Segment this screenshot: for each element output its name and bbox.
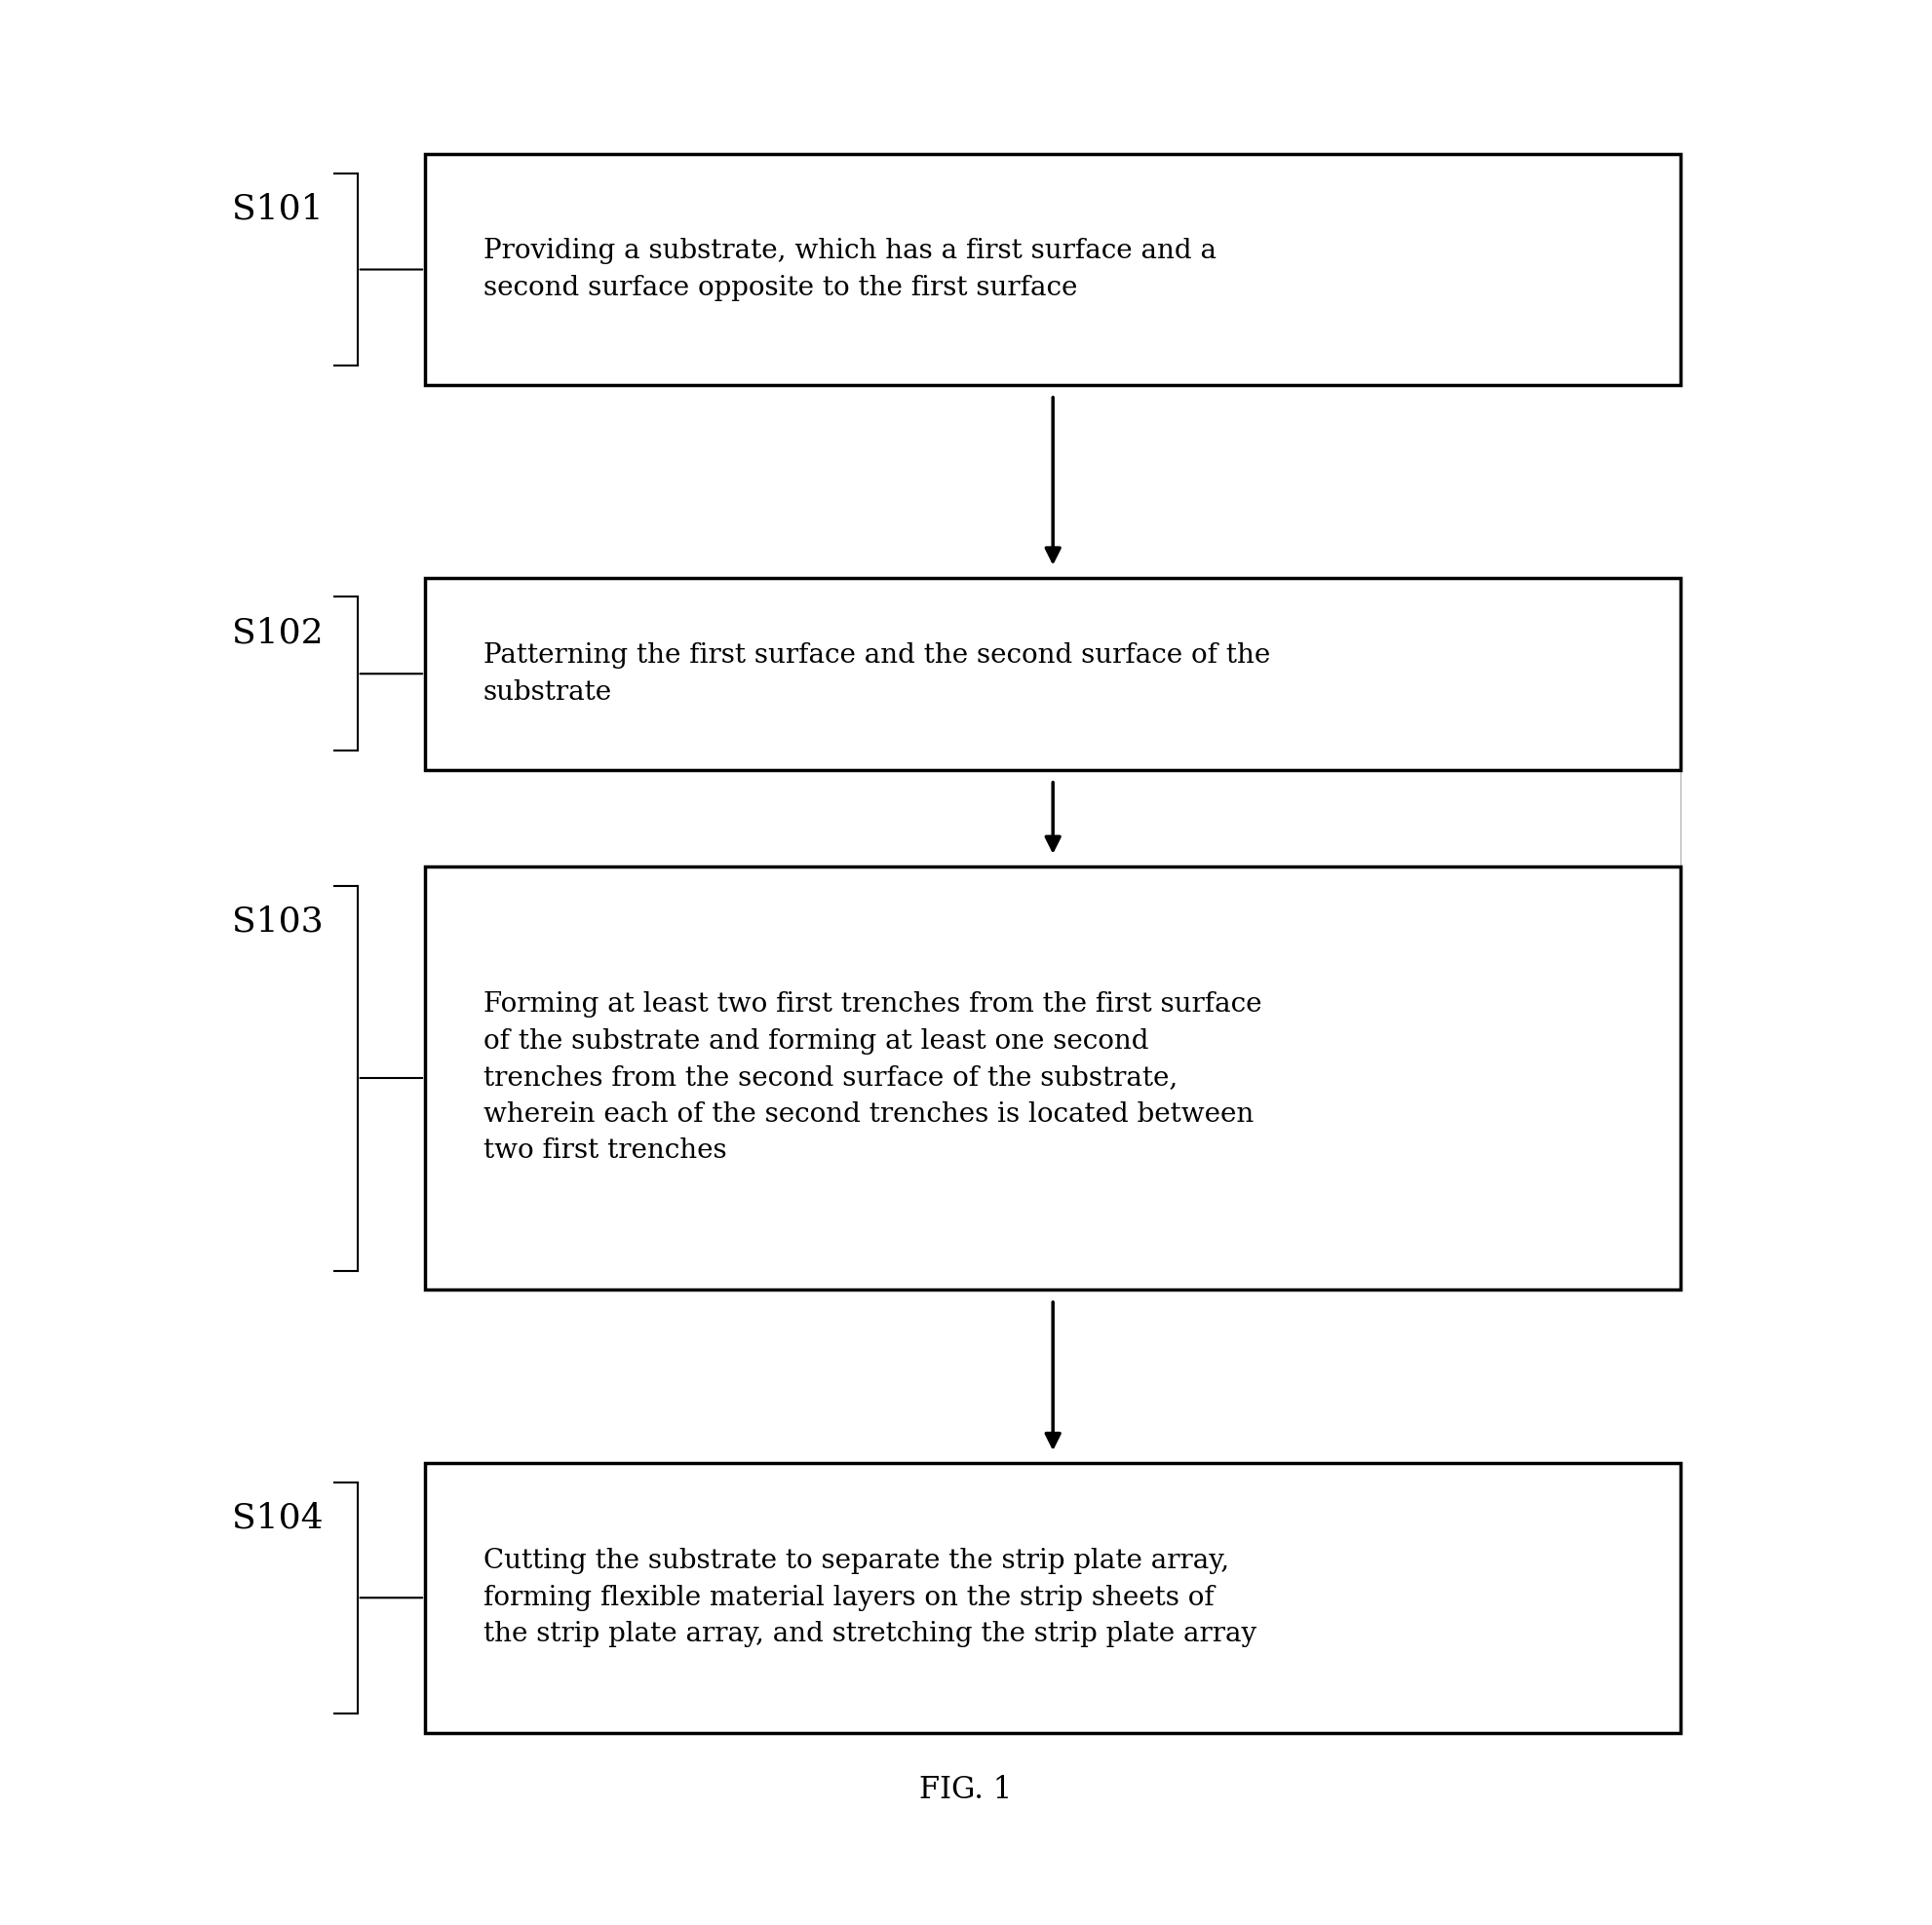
Text: S101: S101 — [232, 192, 323, 225]
Text: Cutting the substrate to separate the strip plate array,
forming flexible materi: Cutting the substrate to separate the st… — [483, 1548, 1256, 1648]
FancyBboxPatch shape — [425, 578, 1681, 770]
FancyBboxPatch shape — [425, 866, 1681, 1290]
Text: S103: S103 — [232, 905, 323, 937]
Text: Providing a substrate, which has a first surface and a
second surface opposite t: Providing a substrate, which has a first… — [483, 239, 1215, 300]
Text: Patterning the first surface and the second surface of the
substrate: Patterning the first surface and the sec… — [483, 643, 1269, 705]
FancyBboxPatch shape — [425, 1463, 1681, 1732]
Text: Forming at least two first trenches from the first surface
of the substrate and : Forming at least two first trenches from… — [483, 991, 1262, 1165]
Text: S102: S102 — [232, 616, 323, 649]
Text: S104: S104 — [232, 1502, 323, 1534]
FancyBboxPatch shape — [425, 154, 1681, 385]
Text: FIG. 1: FIG. 1 — [920, 1775, 1012, 1806]
